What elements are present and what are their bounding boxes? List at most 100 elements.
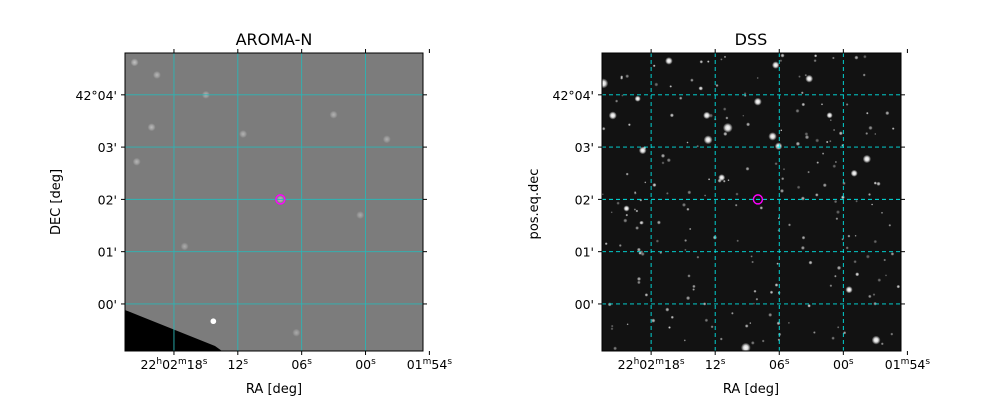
- star: [610, 327, 614, 331]
- star: [782, 168, 786, 171]
- star: [826, 112, 833, 119]
- star: [678, 96, 683, 100]
- star: [880, 342, 884, 346]
- star: [652, 64, 656, 68]
- star: [836, 326, 840, 329]
- star: [610, 211, 613, 214]
- star: [836, 265, 842, 271]
- image-background: [125, 53, 423, 351]
- y-tick-label: 42°04': [553, 88, 595, 103]
- star: [781, 177, 785, 181]
- source-blob: [210, 318, 217, 325]
- star: [651, 318, 656, 323]
- star: [633, 208, 637, 211]
- x-axis-label: RA [deg]: [723, 382, 779, 397]
- star: [723, 55, 727, 59]
- star: [687, 274, 691, 278]
- star: [669, 85, 673, 88]
- star: [616, 201, 620, 205]
- star: [753, 289, 757, 293]
- star: [800, 196, 806, 201]
- panel-dss: DSS 22h02m18s 12s 06s 00s 01m54s 42°04' 03' 02'…: [527, 30, 930, 397]
- star: [703, 135, 713, 145]
- source-blob: [132, 157, 141, 166]
- star: [734, 203, 738, 207]
- source-blob: [292, 328, 301, 337]
- star: [855, 199, 858, 203]
- y-axis-label: DEC [deg]: [49, 169, 64, 235]
- image-background: [602, 53, 901, 351]
- star: [873, 181, 877, 185]
- star: [668, 326, 671, 329]
- star: [684, 239, 688, 242]
- star: [890, 332, 894, 336]
- star: [842, 181, 846, 186]
- star: [756, 76, 759, 80]
- star: [884, 274, 888, 277]
- star: [635, 226, 640, 230]
- star: [874, 132, 877, 136]
- star: [865, 132, 869, 135]
- star: [615, 99, 619, 103]
- star: [776, 321, 781, 326]
- star: [644, 181, 647, 184]
- star: [771, 61, 780, 69]
- x-tick-label: 06s: [291, 357, 312, 372]
- star: [735, 192, 739, 196]
- x-tick-label: 00s: [833, 357, 854, 372]
- star: [719, 337, 723, 341]
- star: [635, 209, 639, 213]
- star: [872, 293, 876, 296]
- star: [780, 129, 783, 132]
- star: [736, 239, 739, 243]
- star: [625, 172, 629, 176]
- star: [639, 220, 644, 225]
- star: [720, 58, 723, 61]
- star: [636, 276, 642, 281]
- star: [660, 153, 666, 158]
- star: [654, 82, 659, 87]
- star: [896, 284, 901, 289]
- star: [704, 194, 707, 197]
- star: [740, 342, 751, 351]
- star: [854, 234, 857, 237]
- star: [602, 78, 609, 89]
- star: [815, 193, 819, 197]
- star: [777, 229, 781, 232]
- star: [644, 293, 649, 297]
- star: [745, 166, 750, 171]
- star: [696, 255, 700, 259]
- star: [607, 302, 612, 307]
- star: [722, 122, 733, 133]
- star: [845, 246, 849, 250]
- star: [704, 318, 709, 323]
- star: [867, 192, 872, 197]
- coordinate-grid: [602, 53, 901, 351]
- star: [731, 311, 734, 315]
- star: [613, 346, 618, 351]
- x-tick-label: 00s: [355, 357, 376, 372]
- source-blob: [180, 242, 189, 251]
- star: [825, 140, 829, 144]
- star: [707, 60, 710, 63]
- target-marker: [275, 194, 286, 205]
- star: [801, 235, 806, 240]
- star: [768, 132, 777, 141]
- source-blob: [130, 58, 139, 67]
- star: [692, 284, 696, 289]
- star: [835, 217, 839, 221]
- star: [666, 158, 671, 163]
- star: [710, 325, 714, 329]
- star: [804, 132, 809, 136]
- star: [684, 248, 687, 252]
- star: [800, 245, 805, 250]
- star: [863, 54, 867, 59]
- x-tick-label: 12s: [228, 357, 249, 372]
- star: [744, 324, 749, 328]
- source-blob: [382, 135, 391, 144]
- star: [725, 116, 729, 120]
- star: [690, 78, 694, 82]
- star: [638, 251, 642, 255]
- star: [847, 234, 851, 238]
- x-tick-label: 06s: [769, 357, 790, 372]
